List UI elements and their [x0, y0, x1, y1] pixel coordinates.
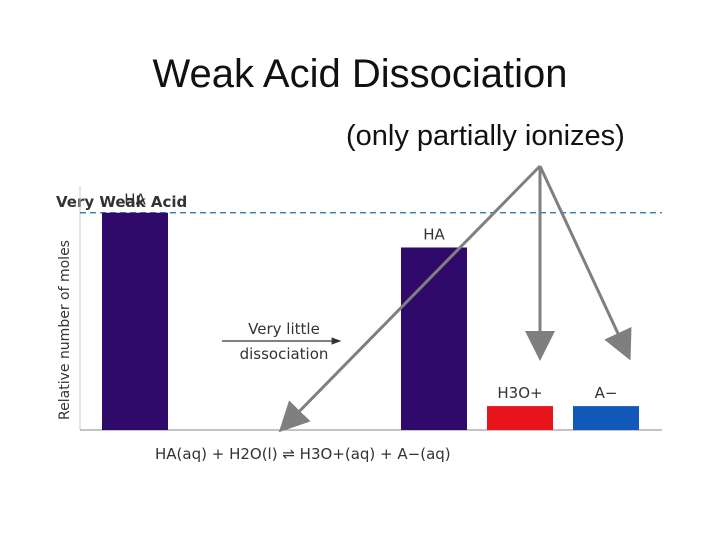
- bar-h3o: [487, 406, 553, 430]
- annotation-line1: Very little: [248, 320, 320, 338]
- reaction-equation: HA(aq) + H2O(l) ⇌ H3O+(aq) + A−(aq): [155, 445, 451, 463]
- slide-subtitle: (only partially ionizes): [346, 120, 625, 152]
- chart-title: Very Weak Acid: [56, 193, 187, 211]
- annotation-line2: dissociation: [240, 345, 329, 363]
- bar-ha-equilibrium: [401, 247, 467, 430]
- bar-label-h3o: H3O+: [497, 384, 542, 402]
- bar-label-ha-initial: HA: [124, 191, 146, 209]
- bar-ha-initial: [102, 212, 168, 430]
- bar-label-a-minus: A−: [595, 384, 618, 402]
- slide-title: Weak Acid Dissociation: [152, 52, 568, 96]
- arrow-to-equation: [278, 164, 542, 433]
- bar-label-ha-equilibrium: HA: [423, 225, 445, 243]
- y-axis-label: Relative number of moles: [57, 240, 73, 420]
- bar-a-minus: [573, 406, 639, 430]
- arrow-to-a-minus: [538, 165, 632, 361]
